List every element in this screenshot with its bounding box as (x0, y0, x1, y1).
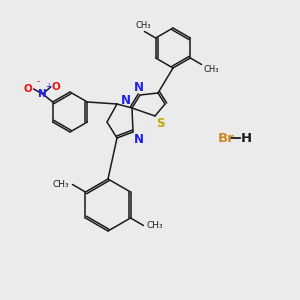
Text: N: N (38, 89, 47, 99)
Text: CH₃: CH₃ (146, 221, 163, 230)
Text: CH₃: CH₃ (136, 22, 151, 31)
Text: N: N (134, 81, 144, 94)
Text: O: O (52, 82, 60, 92)
Text: N: N (134, 133, 144, 146)
Text: CH₃: CH₃ (53, 180, 70, 189)
Text: -: - (37, 77, 40, 86)
Text: Br: Br (218, 131, 235, 145)
Text: CH₃: CH₃ (204, 65, 219, 74)
Text: S: S (156, 117, 164, 130)
Text: O: O (24, 84, 33, 94)
Text: N: N (121, 94, 131, 107)
Text: H: H (241, 131, 252, 145)
Text: +: + (46, 82, 52, 91)
